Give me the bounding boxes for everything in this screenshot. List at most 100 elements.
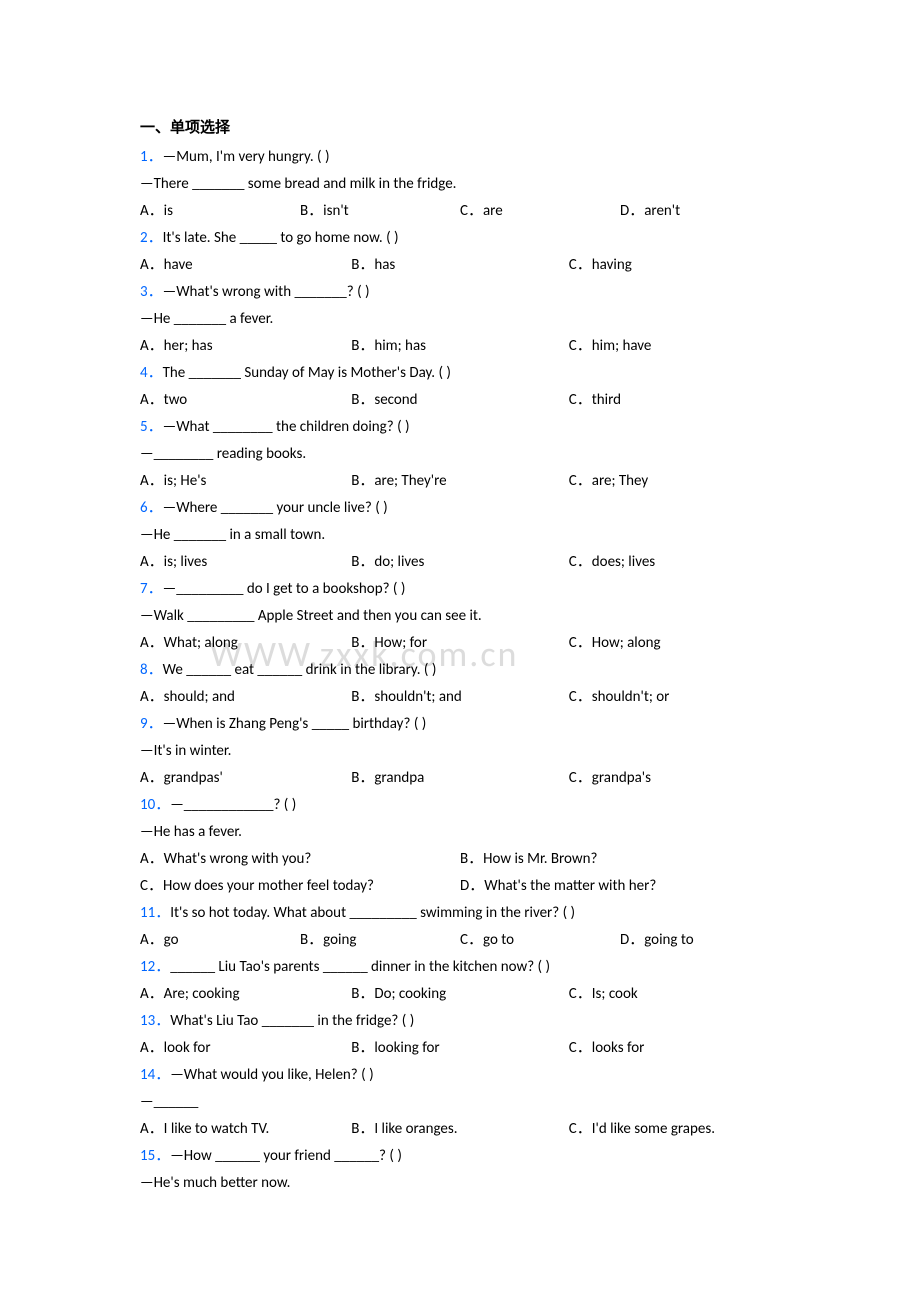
question-line: 5．—What ________ the children doing? ( ): [140, 414, 780, 441]
options-row: A．I like to watch TV.B．I like oranges.C．…: [140, 1116, 780, 1143]
question-line: 11．It's so hot today. What about _______…: [140, 900, 780, 927]
option: A．should; and: [140, 684, 351, 711]
option: A．is: [140, 198, 300, 225]
question-line: 14．—What would you like, Helen? ( ): [140, 1062, 780, 1089]
option: B．him; has: [351, 333, 569, 360]
question-number: 7．: [140, 580, 163, 598]
option: C．How; along: [569, 630, 780, 657]
options-row: A．grandpas'B．grandpaC．grandpa's: [140, 765, 780, 792]
options-row: A．should; andB．shouldn't; andC．shouldn't…: [140, 684, 780, 711]
option: D．aren't: [620, 198, 780, 225]
options-row: A．What's wrong with you?B．How is Mr. Bro…: [140, 846, 780, 873]
options-row: A．is; livesB．do; livesC．does; lives: [140, 549, 780, 576]
option: C．Is; cook: [569, 981, 780, 1008]
options-row: A．haveB．hasC．having: [140, 252, 780, 279]
option: B．How is Mr. Brown?: [460, 846, 780, 873]
section-title: 一、单项选择: [140, 115, 780, 142]
question-number: 6．: [140, 499, 163, 517]
question-text: What's Liu Tao _______ in the fridge? ( …: [170, 1012, 414, 1030]
option: A．go: [140, 927, 300, 954]
question-number: 8．: [140, 661, 163, 679]
question-line: 7．—_________ do I get to a bookshop? ( ): [140, 576, 780, 603]
option: B．How; for: [351, 630, 569, 657]
question-line: 12．______ Liu Tao's parents ______ dinne…: [140, 954, 780, 981]
option: C．third: [569, 387, 780, 414]
question-text: —How ______ your friend ______? ( ): [170, 1147, 402, 1165]
question-number: 5．: [140, 418, 163, 436]
question-text: —Where _______ your uncle live? ( ): [163, 499, 388, 517]
options-row: A．twoB．secondC．third: [140, 387, 780, 414]
option: A．look for: [140, 1035, 351, 1062]
option: A．have: [140, 252, 351, 279]
option: B．second: [351, 387, 569, 414]
options-row: A．What; alongB．How; forC．How; along: [140, 630, 780, 657]
options-row: A．her; hasB．him; hasC．him; have: [140, 333, 780, 360]
question-text: —What would you like, Helen? ( ): [170, 1066, 373, 1084]
question-line: —It's in winter.: [140, 738, 780, 765]
question-line: —________ reading books.: [140, 441, 780, 468]
option: B．looking for: [351, 1035, 569, 1062]
option: B．Do; cooking: [351, 981, 569, 1008]
question-text: —What ________ the children doing? ( ): [163, 418, 410, 436]
question-text: We ______ eat ______ drink in the librar…: [163, 661, 437, 679]
option: C．are; They: [569, 468, 780, 495]
question-line: 6．—Where _______ your uncle live? ( ): [140, 495, 780, 522]
question-number: 3．: [140, 283, 163, 301]
question-number: 2．: [140, 229, 163, 247]
option: A．Are; cooking: [140, 981, 351, 1008]
option: A．What's wrong with you?: [140, 846, 460, 873]
question-line: 10．—____________? ( ): [140, 792, 780, 819]
question-text: ______ Liu Tao's parents ______ dinner i…: [170, 958, 550, 976]
question-line: 8．We ______ eat ______ drink in the libr…: [140, 657, 780, 684]
option: A．I like to watch TV.: [140, 1116, 351, 1143]
option: B．shouldn't; and: [351, 684, 569, 711]
question-line: 9．—When is Zhang Peng's _____ birthday? …: [140, 711, 780, 738]
question-text: —What's wrong with _______? ( ): [163, 283, 370, 301]
question-number: 15．: [140, 1147, 170, 1165]
option: C．him; have: [569, 333, 780, 360]
options-row: C．How does your mother feel today?D．What…: [140, 873, 780, 900]
question-line: —There _______ some bread and milk in th…: [140, 171, 780, 198]
question-text: —When is Zhang Peng's _____ birthday? ( …: [163, 715, 427, 733]
question-line: —He _______ in a small town.: [140, 522, 780, 549]
question-text: —____________? ( ): [170, 796, 296, 814]
option: C．go to: [460, 927, 620, 954]
option: B．I like oranges.: [351, 1116, 569, 1143]
question-line: 4．The _______ Sunday of May is Mother's …: [140, 360, 780, 387]
question-line: —______: [140, 1089, 780, 1116]
question-number: 14．: [140, 1066, 170, 1084]
question-number: 12．: [140, 958, 170, 976]
option: B．has: [351, 252, 569, 279]
option: C．I'd like some grapes.: [569, 1116, 780, 1143]
question-number: 10．: [140, 796, 170, 814]
option: B．grandpa: [351, 765, 569, 792]
option: C．does; lives: [569, 549, 780, 576]
question-line: 13．What's Liu Tao _______ in the fridge?…: [140, 1008, 780, 1035]
question-number: 1．: [140, 148, 163, 166]
options-row: A．is; He'sB．are; They'reC．are; They: [140, 468, 780, 495]
options-row: A．goB．goingC．go toD．going to: [140, 927, 780, 954]
question-number: 4．: [140, 364, 163, 382]
question-number: 9．: [140, 715, 163, 733]
option: A．her; has: [140, 333, 351, 360]
option: A．two: [140, 387, 351, 414]
option: B．are; They're: [351, 468, 569, 495]
options-row: A．look forB．looking forC．looks for: [140, 1035, 780, 1062]
question-line: —Walk _________ Apple Street and then yo…: [140, 603, 780, 630]
option: B．going: [300, 927, 460, 954]
option: D．going to: [620, 927, 780, 954]
question-text: —_________ do I get to a bookshop? ( ): [163, 580, 406, 598]
option: C．shouldn't; or: [569, 684, 780, 711]
option: A．What; along: [140, 630, 351, 657]
option: B．do; lives: [351, 549, 569, 576]
option: C．having: [569, 252, 780, 279]
option: A．is; lives: [140, 549, 351, 576]
question-text: It's late. She _____ to go home now. ( ): [163, 229, 399, 247]
question-line: 1．—Mum, I'm very hungry. ( ): [140, 144, 780, 171]
option: A．grandpas': [140, 765, 351, 792]
options-grid: A．What's wrong with you?B．How is Mr. Bro…: [140, 846, 780, 900]
question-text: The _______ Sunday of May is Mother's Da…: [163, 364, 451, 382]
question-text: —Mum, I'm very hungry. ( ): [163, 148, 330, 166]
options-row: A．Are; cookingB．Do; cookingC．Is; cook: [140, 981, 780, 1008]
option: D．What's the matter with her?: [460, 873, 780, 900]
